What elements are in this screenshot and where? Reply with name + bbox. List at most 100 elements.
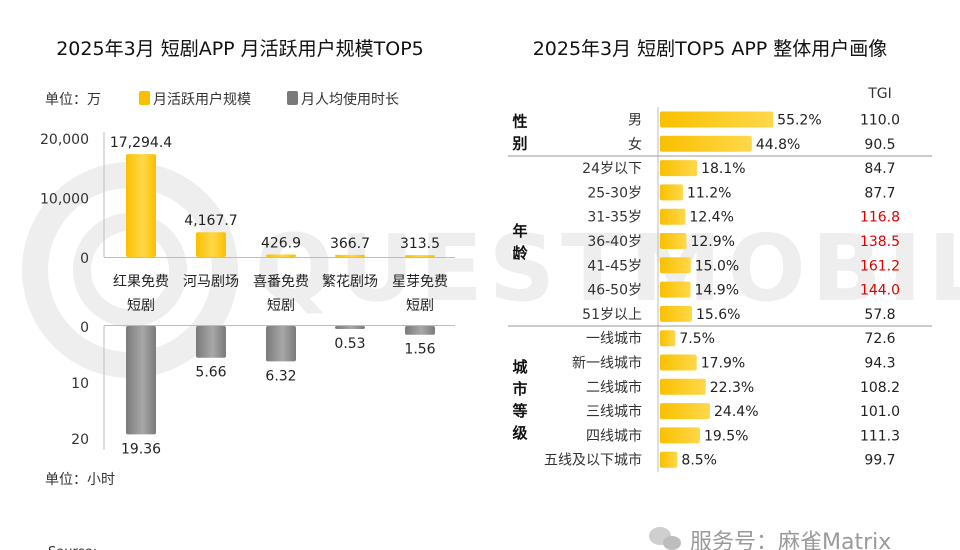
category-label: 短剧 xyxy=(406,298,434,314)
tgi-value: 101.0 xyxy=(860,404,900,420)
legend-label-mau: 月活跃用户规模 xyxy=(153,91,251,108)
profile-value-label: 55.2% xyxy=(777,113,821,129)
tgi-header: TGI xyxy=(867,86,892,102)
group-label-char: 年 xyxy=(512,222,527,240)
legend-swatch-duration xyxy=(287,91,298,105)
tgi-value: 110.0 xyxy=(860,113,900,129)
category-label: 短剧 xyxy=(267,298,295,314)
bar-duration xyxy=(335,326,365,329)
profile-bar xyxy=(660,135,752,152)
profile-value-label: 22.3% xyxy=(710,380,754,396)
tgi-value: 111.3 xyxy=(860,428,900,444)
source-text: Source: xyxy=(48,545,97,550)
category-label: 星芽免费 xyxy=(392,274,448,290)
profile-category-label: 46-50岁 xyxy=(587,283,642,299)
wechat-icon xyxy=(649,527,681,550)
ytick-top: 0 xyxy=(80,251,89,267)
tgi-value: 94.3 xyxy=(864,356,895,372)
tgi-value: 144.0 xyxy=(860,283,900,299)
profile-category-label: 51岁以上 xyxy=(582,307,642,323)
profile-category-label: 女 xyxy=(628,136,642,153)
profile-category-label: 一线城市 xyxy=(586,330,642,347)
data-label-duration: 1.56 xyxy=(404,342,435,358)
group-label-char: 市 xyxy=(512,380,527,398)
data-label-mau: 17,294.4 xyxy=(110,135,172,151)
profile-value-label: 18.1% xyxy=(701,161,745,177)
profile-category-label: 四线城市 xyxy=(586,427,642,444)
profile-bar xyxy=(660,354,697,371)
profile-category-label: 24岁以下 xyxy=(582,161,642,177)
profile-category-label: 男 xyxy=(628,113,642,129)
profile-value-label: 8.5% xyxy=(681,453,717,469)
data-label-mau: 366.7 xyxy=(330,236,370,252)
legend-label-duration: 月人均使用时长 xyxy=(301,91,399,108)
profile-bar xyxy=(660,184,683,201)
profile-value-label: 14.9% xyxy=(695,283,739,299)
profile-bar xyxy=(660,451,678,468)
tgi-value: 138.5 xyxy=(860,234,900,250)
profile-value-label: 11.2% xyxy=(687,185,731,201)
data-label-mau: 4,167.7 xyxy=(184,213,237,229)
category-label: 河马剧场 xyxy=(183,274,239,290)
profile-category-label: 三线城市 xyxy=(586,403,642,420)
profile-bar xyxy=(660,111,774,128)
profile-category-label: 二线城市 xyxy=(586,379,642,396)
profile-category-label: 五线及以下城市 xyxy=(544,452,642,469)
category-label: 红果免费 xyxy=(113,274,169,290)
profile-bar xyxy=(660,305,692,322)
tgi-value: 90.5 xyxy=(864,137,895,153)
profile-category-label: 25-30岁 xyxy=(587,185,642,201)
profile-value-label: 17.9% xyxy=(701,356,745,372)
category-label: 喜番免费 xyxy=(253,274,309,290)
group-label-char: 城 xyxy=(512,358,527,376)
tgi-value: 87.7 xyxy=(864,185,895,201)
profile-value-label: 7.5% xyxy=(679,331,715,347)
tgi-value: 161.2 xyxy=(860,258,900,274)
profile-category-label: 新一线城市 xyxy=(572,355,642,372)
data-label-duration: 5.66 xyxy=(195,365,226,381)
profile-bar xyxy=(660,330,676,347)
mau-chart: 2025年3月 短剧APP 月活跃用户规模TOP5 单位：万 月活跃用户规模 月人均使… xyxy=(40,38,455,488)
group-label-char: 龄 xyxy=(512,244,528,262)
group-label-char: 等 xyxy=(512,402,527,420)
bar-duration xyxy=(266,326,296,362)
tgi-value: 116.8 xyxy=(860,210,900,226)
tgi-value: 84.7 xyxy=(864,161,895,177)
unit-label-bottom: 单位：小时 xyxy=(45,472,115,488)
profile-bar xyxy=(660,208,686,225)
group-label-char: 级 xyxy=(512,424,528,442)
bar-mau xyxy=(196,232,226,257)
ytick-top: 20,000 xyxy=(40,132,89,148)
category-label: 短剧 xyxy=(127,298,155,314)
profile-value-label: 24.4% xyxy=(714,404,758,420)
profile-bar xyxy=(660,233,687,249)
profile-bar xyxy=(660,378,706,395)
tgi-value: 99.7 xyxy=(864,453,895,469)
data-label-mau: 426.9 xyxy=(261,235,301,251)
data-label-duration: 19.36 xyxy=(121,441,161,457)
data-label-mau: 313.5 xyxy=(400,236,440,252)
chart-title: 2025年3月 短剧APP 月活跃用户规模TOP5 xyxy=(56,38,424,60)
group-label-char: 性 xyxy=(512,113,527,131)
profile-value-label: 44.8% xyxy=(756,137,800,153)
profile-value-label: 15.0% xyxy=(695,258,739,274)
profile-category-label: 31-35岁 xyxy=(587,210,642,226)
bar-mau xyxy=(405,255,435,257)
data-label-duration: 6.32 xyxy=(265,368,296,384)
profile-value-label: 12.9% xyxy=(690,234,734,250)
ytick-bottom: 10 xyxy=(71,376,89,392)
profile-bar xyxy=(660,403,711,420)
ytick-bottom: 0 xyxy=(80,320,89,336)
group-label-char: 别 xyxy=(511,135,527,153)
bar-mau xyxy=(266,254,296,257)
profile-value-label: 15.6% xyxy=(696,307,740,323)
ytick-bottom: 20 xyxy=(71,432,89,448)
chart-title: 2025年3月 短剧TOP5 APP 整体用户画像 xyxy=(533,38,888,60)
profile-bar xyxy=(660,281,691,298)
data-label-duration: 0.53 xyxy=(334,336,365,352)
bar-duration xyxy=(126,326,156,435)
profile-bar xyxy=(660,257,691,274)
profile-category-label: 36-40岁 xyxy=(587,234,642,250)
